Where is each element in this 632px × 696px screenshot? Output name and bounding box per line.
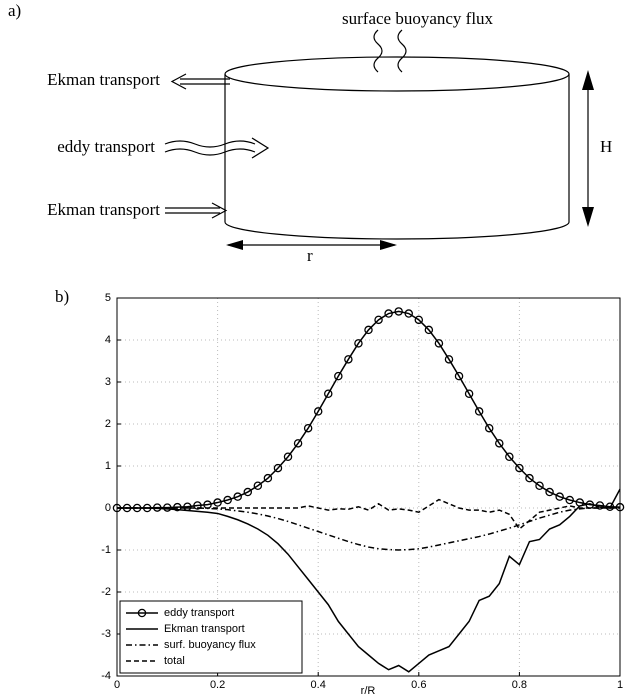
x-tick-label: 0.6 [411, 679, 426, 691]
flux-arrows [373, 29, 407, 73]
marker [454, 371, 464, 381]
marker [253, 481, 263, 490]
y-tick-label: 5 [105, 292, 111, 304]
panel-label: a) [8, 1, 21, 20]
marker [364, 325, 373, 335]
marker [545, 487, 554, 497]
marker [505, 452, 514, 462]
marker [273, 463, 283, 473]
marker [555, 492, 564, 501]
ekman-arrow-in [165, 202, 228, 219]
marker [243, 487, 253, 497]
legend-label: eddy transport [164, 607, 234, 619]
eddy-label: eddy transport [57, 137, 155, 156]
marker [515, 463, 524, 473]
legend-label: total [164, 655, 185, 667]
legend-marker [137, 608, 147, 618]
marker [233, 492, 242, 501]
marker [484, 423, 494, 433]
plot-frame [116, 297, 621, 677]
ekman-label: Ekman transport [47, 200, 160, 219]
marker [344, 355, 353, 364]
marker [434, 339, 444, 348]
flux-label: surface buoyancy flux [342, 9, 494, 28]
legend-label: Ekman transport [164, 623, 245, 635]
series-line [117, 498, 620, 531]
marker [334, 371, 343, 381]
ekman-arrow-out [170, 73, 230, 90]
diagram: a) surface buoyancy flux Ekman transport… [8, 1, 612, 265]
marker [193, 501, 202, 510]
marker [605, 502, 615, 511]
marker [313, 407, 323, 416]
x-tick-label: 1 [617, 679, 623, 691]
marker [404, 309, 413, 318]
marker [414, 315, 424, 325]
marker [615, 502, 625, 512]
marker [163, 503, 172, 512]
marker [324, 389, 333, 399]
marker [444, 355, 454, 364]
chart: b) r/R -4 -3 -2 -1 0 1 2 3 4 5 0 0.2 0.4 0.6 0.8 1 eddy … [55, 287, 625, 696]
marker [394, 307, 403, 316]
marker [424, 325, 434, 335]
marker [495, 439, 504, 448]
marker [354, 339, 363, 348]
marker [464, 389, 474, 399]
ekman-label: Ekman transport [47, 70, 160, 89]
marker [303, 423, 313, 433]
marker [535, 481, 544, 490]
legend-label: surf. buoyancy flux [164, 639, 256, 651]
y-tick-label: -4 [101, 670, 111, 682]
x-axis-label: r/R [361, 685, 376, 696]
marker [173, 502, 182, 512]
y-tick-label: 3 [105, 376, 111, 388]
x-tick-label: 0 [114, 679, 120, 691]
x-tick-label: 0.8 [512, 679, 527, 691]
marker [283, 452, 293, 462]
y-tick-label: 1 [105, 460, 111, 472]
series-line [117, 488, 621, 673]
eddy-arrow [164, 137, 270, 159]
x-tick-label: 0.4 [311, 679, 326, 691]
radius-label: r [307, 246, 313, 265]
y-tick-label: 2 [105, 418, 111, 430]
marker [374, 315, 383, 325]
y-tick-label: -2 [101, 586, 111, 598]
marker [565, 495, 574, 505]
marker [384, 309, 393, 318]
x-tick-label: 0.2 [210, 679, 225, 691]
marker [474, 407, 484, 416]
marker [223, 495, 232, 505]
series-line [117, 310, 621, 509]
y-tick-label: -3 [101, 628, 111, 640]
marker [293, 439, 303, 448]
y-tick-label: 4 [105, 334, 111, 346]
height-label: H [600, 137, 612, 156]
panel-label: b) [55, 287, 69, 306]
marker [525, 473, 534, 483]
marker [213, 498, 222, 507]
cylinder-top [224, 56, 570, 92]
y-tick-label: -1 [101, 544, 111, 556]
series-line [117, 507, 620, 551]
y-tick-label: 0 [105, 502, 111, 514]
cylinder-bottom [224, 221, 570, 240]
marker [263, 473, 273, 483]
legend: eddy transport Ekman transport surf. buoya… [119, 600, 303, 674]
